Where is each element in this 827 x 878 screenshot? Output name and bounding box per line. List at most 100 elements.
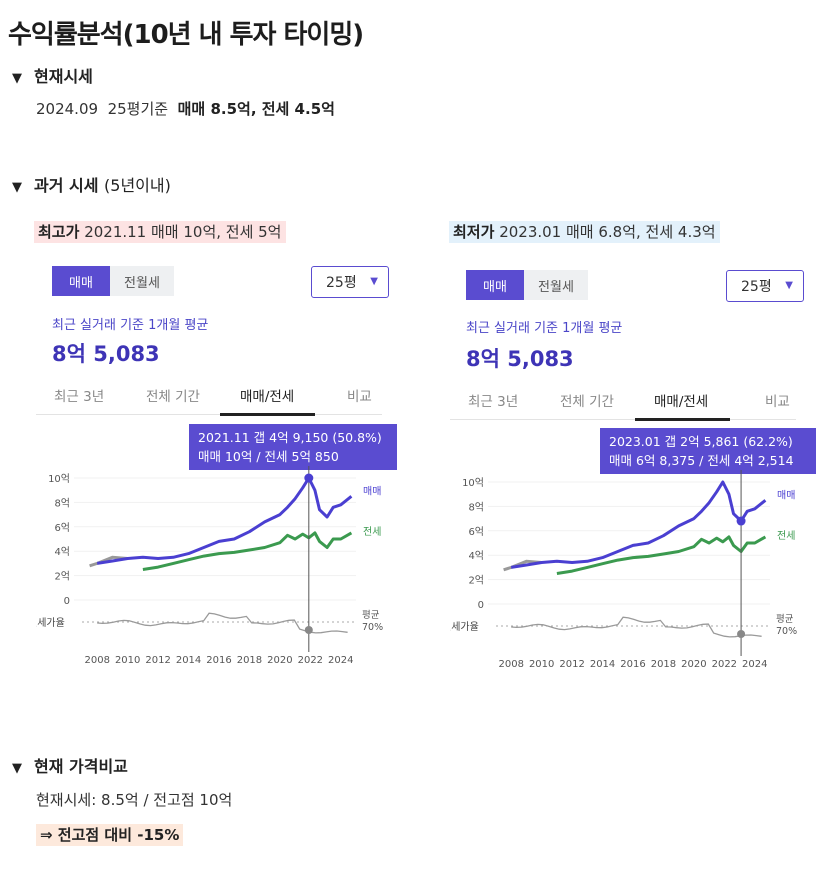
high-subtitle: 최근 실거래 기준 1개월 평균	[52, 318, 209, 333]
low-size-select[interactable]: 25평 ▼	[726, 270, 804, 302]
x-tick-label: 2022	[712, 659, 737, 670]
low-size-value: 25평	[741, 279, 772, 295]
high-tab-rent[interactable]: 전월세	[110, 266, 174, 296]
x-tick-label: 2008	[498, 659, 523, 670]
current-heading-label: 현재시세	[34, 67, 93, 86]
sale-series-label: 매매	[777, 489, 795, 501]
high-price: 8억 5,083	[52, 342, 160, 366]
x-tick-label: 2010	[529, 659, 554, 670]
high-tooltip-line1: 2021.11 갭 4억 9,150 (50.8%)	[198, 430, 382, 445]
high-tab-3y[interactable]: 최근 3년	[54, 389, 105, 405]
y-tick-label: 0	[478, 600, 484, 611]
caret-down-icon: ▼	[370, 276, 378, 287]
x-tick-label: 2016	[206, 655, 231, 666]
x-tick-label: 2020	[267, 655, 292, 666]
x-tick-label: 2018	[651, 659, 676, 670]
rent-series-line	[556, 535, 767, 575]
low-tab-indicator	[635, 418, 730, 421]
low-tooltip-line1: 2023.01 갭 2억 5,861 (62.2%)	[609, 434, 793, 449]
high-tab-sale[interactable]: 매매	[52, 266, 110, 296]
high-deal-toggle[interactable]: 매매 전월세	[52, 266, 174, 296]
avg-label: 평균	[776, 614, 794, 625]
current-date: 2024.09	[36, 100, 99, 118]
ratio-highlight-point	[304, 626, 313, 634]
x-tick-label: 2016	[620, 659, 645, 670]
low-summary: 최저가 2023.01 매매 6.8억, 전세 4.3억	[449, 221, 720, 243]
x-tick-label: 2024	[328, 655, 353, 666]
low-tooltip: 2023.01 갭 2억 5,861 (62.2%) 매매 6억 8,375 /…	[600, 428, 816, 474]
x-tick-label: 2010	[115, 655, 140, 666]
pre-series-line	[503, 559, 542, 572]
y-tick-label: 2억	[468, 575, 484, 587]
high-size-select[interactable]: 25평 ▼	[311, 266, 389, 298]
x-tick-label: 2014	[176, 655, 201, 666]
high-tab-indicator	[220, 413, 315, 416]
sale-series-line	[96, 476, 353, 565]
low-tab-3y[interactable]: 최근 3년	[468, 394, 519, 410]
page-title: 수익률분석(10년 내 투자 타이밍)	[8, 20, 364, 50]
low-tooltip-line2: 매매 6억 8,375 / 전세 4억 2,514	[609, 453, 794, 468]
low-tab-all[interactable]: 전체 기간	[560, 394, 614, 410]
collapse-triangle-icon[interactable]: ▼	[12, 71, 22, 86]
x-tick-label: 2018	[237, 655, 262, 666]
low-price: 8억 5,083	[466, 347, 574, 371]
y-tick-label: 2억	[54, 571, 70, 583]
y-tick-label: 8억	[54, 497, 70, 509]
section-compare-heading[interactable]: ▼ 현재 가격비교	[12, 753, 128, 777]
x-tick-label: 2014	[590, 659, 615, 670]
high-label: 최고가	[38, 223, 80, 241]
current-basis: 25평기준	[107, 100, 169, 118]
x-tick-label: 2012	[559, 659, 584, 670]
low-tab-sale[interactable]: 매매	[466, 270, 524, 300]
high-tab-compare[interactable]: 비교	[347, 389, 372, 405]
high-price-chart[interactable]: 10억 8억 6억 4억 2억 0 2008 2010 2012 2014 2016 2018 2020…	[36, 466, 396, 672]
compare-line1: 현재시세: 8.5억 / 전고점 10억	[36, 791, 233, 809]
low-deal-toggle[interactable]: 매매 전월세	[466, 270, 588, 300]
ratio-label: 전세가율	[450, 621, 479, 633]
current-values: 매매 8.5억, 전세 4.5억	[177, 100, 335, 118]
highlight-point	[304, 473, 314, 483]
high-detail: 2021.11 매매 10억, 전세 5억	[84, 223, 282, 241]
low-label: 최저가	[453, 223, 495, 241]
low-tab-rent[interactable]: 전월세	[524, 270, 588, 300]
compare-line2-wrap: ⇒ 전고점 대비 -15%	[36, 824, 184, 846]
compare-heading-label: 현재 가격비교	[34, 757, 128, 776]
collapse-triangle-icon[interactable]: ▼	[12, 761, 22, 776]
section-past-heading[interactable]: ▼ 과거 시세 (5년이내)	[12, 172, 171, 196]
ratio-line	[511, 616, 762, 638]
y-tick-label: 8억	[468, 501, 484, 513]
y-tick-label: 10억	[462, 477, 484, 489]
y-tick-label: 10억	[48, 473, 70, 485]
avg-value: 70%	[776, 626, 797, 637]
high-size-value: 25평	[326, 275, 357, 291]
high-summary: 최고가 2021.11 매매 10억, 전세 5억	[34, 221, 286, 243]
y-tick-label: 0	[64, 596, 70, 607]
y-tick-label: 4억	[468, 550, 484, 562]
rent-series-label: 전세	[777, 530, 795, 542]
y-tick-label: 4억	[54, 546, 70, 558]
low-tab-sale-rent[interactable]: 매매/전세	[654, 394, 709, 410]
section-current-heading[interactable]: ▼ 현재시세	[12, 63, 93, 87]
x-tick-label: 2020	[681, 659, 706, 670]
past-heading-note: (5년이내)	[104, 176, 171, 195]
compare-line2: ⇒ 전고점 대비 -15%	[36, 824, 184, 846]
rent-series-label: 전세	[363, 526, 381, 538]
sale-series-label: 매매	[363, 485, 381, 497]
x-tick-label: 2022	[298, 655, 323, 666]
current-price-line: 2024.09 25평기준 매매 8.5억, 전세 4.5억	[36, 98, 335, 119]
high-tab-sale-rent[interactable]: 매매/전세	[240, 389, 295, 405]
past-heading-label: 과거 시세	[34, 176, 99, 195]
ratio-label: 전세가율	[36, 617, 65, 629]
low-period-tabs: 최근 3년 전체 기간 매매/전세 비교	[450, 382, 796, 421]
high-tooltip: 2021.11 갭 4억 9,150 (50.8%) 매매 10억 / 전세 5…	[189, 424, 397, 470]
high-tooltip-line2: 매매 10억 / 전세 5억 850	[198, 449, 339, 464]
high-tab-all[interactable]: 전체 기간	[146, 389, 200, 405]
low-subtitle: 최근 실거래 기준 1개월 평균	[466, 321, 623, 336]
y-tick-label: 6억	[468, 526, 484, 538]
collapse-triangle-icon[interactable]: ▼	[12, 180, 22, 195]
x-tick-label: 2008	[84, 655, 109, 666]
low-price-chart[interactable]: 10억 8억 6억 4억 2억 0 2008 2010 2012 2014 2016 2018 2020…	[450, 470, 810, 676]
low-tab-compare[interactable]: 비교	[765, 394, 790, 410]
ratio-highlight-point	[737, 630, 746, 638]
caret-down-icon: ▼	[785, 280, 793, 291]
